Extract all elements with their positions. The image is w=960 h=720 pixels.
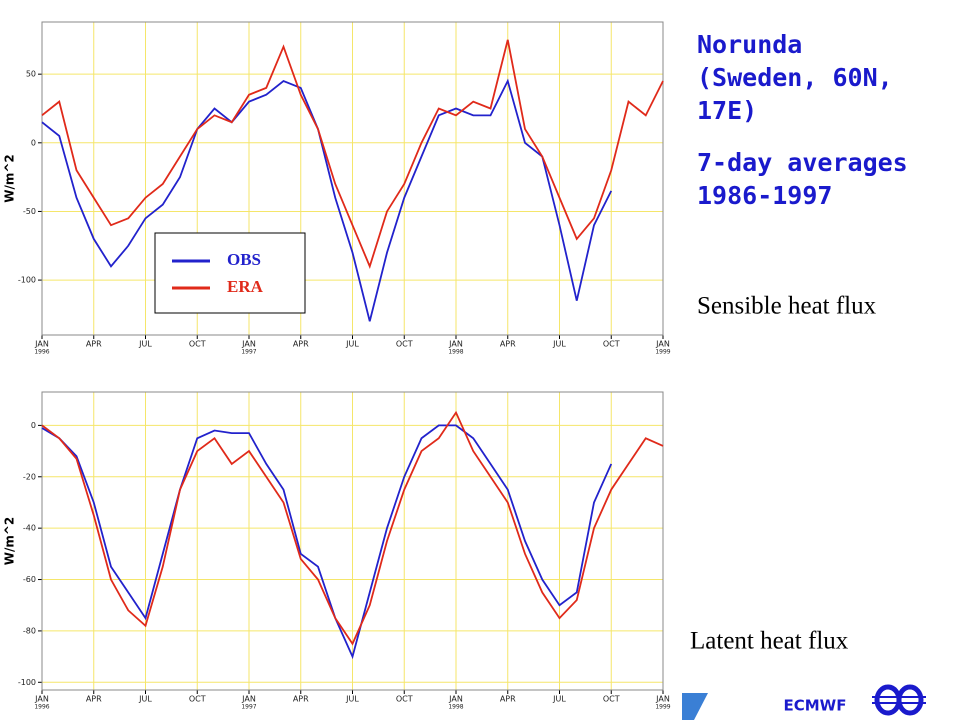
y-tick-label: 50	[26, 70, 36, 79]
x-tick-label: APR	[500, 340, 516, 349]
x-tick-label: JAN	[34, 340, 49, 349]
logo	[872, 684, 926, 716]
x-year-label: 1998	[448, 349, 463, 356]
x-tick-label: OCT	[189, 340, 206, 349]
x-tick-label: JUL	[345, 695, 359, 704]
y-tick-label: -100	[18, 276, 36, 285]
x-tick-label: JUL	[138, 340, 152, 349]
x-tick-label: JUL	[552, 695, 566, 704]
footer-text: ECMWF	[784, 697, 847, 715]
x-year-label: 1997	[241, 349, 256, 356]
caption: Sensible heat flux	[697, 293, 877, 320]
y-axis-label: W/m^2	[3, 517, 17, 566]
x-year-label: 1997	[241, 704, 256, 711]
legend-box	[154, 232, 306, 314]
legend-label: OBS	[227, 250, 261, 269]
x-tick-label: OCT	[396, 695, 413, 704]
title-line: 17E)	[697, 96, 757, 125]
x-year-label: 1996	[34, 704, 49, 711]
y-tick-label: -40	[23, 524, 36, 533]
caption: Latent heat flux	[690, 628, 849, 655]
title-line: 1986-1997	[697, 181, 832, 210]
series-line	[41, 39, 664, 269]
x-tick-label: JAN	[655, 695, 670, 704]
plot-frame	[41, 21, 664, 336]
x-tick-label: JAN	[448, 340, 463, 349]
x-tick-label: JAN	[241, 695, 256, 704]
x-tick-label: OCT	[189, 695, 206, 704]
title-line: (Sweden, 60N,	[697, 63, 893, 92]
x-tick-label: APR	[86, 340, 102, 349]
x-year-label: 1998	[448, 704, 463, 711]
x-tick-label: JUL	[552, 340, 566, 349]
y-tick-label: -60	[23, 575, 36, 584]
y-tick-label: -20	[23, 472, 36, 481]
x-tick-label: JAN	[655, 340, 670, 349]
series-line	[41, 410, 664, 646]
y-axis-label: W/m^2	[3, 154, 17, 203]
footer-shape	[682, 693, 708, 720]
y-tick-label: -80	[23, 626, 36, 635]
x-tick-label: JUL	[345, 340, 359, 349]
x-tick-label: OCT	[603, 340, 620, 349]
title-line: Norunda	[697, 30, 802, 59]
plot-frame	[41, 391, 664, 691]
x-tick-label: APR	[293, 340, 309, 349]
series-line	[41, 78, 613, 322]
x-tick-label: APR	[293, 695, 309, 704]
y-tick-label: -50	[23, 207, 36, 216]
series-line	[41, 424, 613, 660]
legend-label: ERA	[227, 277, 264, 296]
x-tick-label: JAN	[448, 695, 463, 704]
x-tick-label: OCT	[603, 695, 620, 704]
title-line: 7-day averages	[697, 148, 908, 177]
x-tick-label: JAN	[241, 340, 256, 349]
y-tick-label: -100	[18, 678, 36, 687]
x-year-label: 1996	[34, 349, 49, 356]
x-year-label: 1999	[655, 349, 670, 356]
y-tick-label: 0	[31, 421, 36, 430]
x-year-label: 1999	[655, 704, 670, 711]
x-tick-label: APR	[500, 695, 516, 704]
x-tick-label: JAN	[34, 695, 49, 704]
x-tick-label: OCT	[396, 340, 413, 349]
x-tick-label: JUL	[138, 695, 152, 704]
x-tick-label: APR	[86, 695, 102, 704]
y-tick-label: 0	[31, 138, 36, 147]
